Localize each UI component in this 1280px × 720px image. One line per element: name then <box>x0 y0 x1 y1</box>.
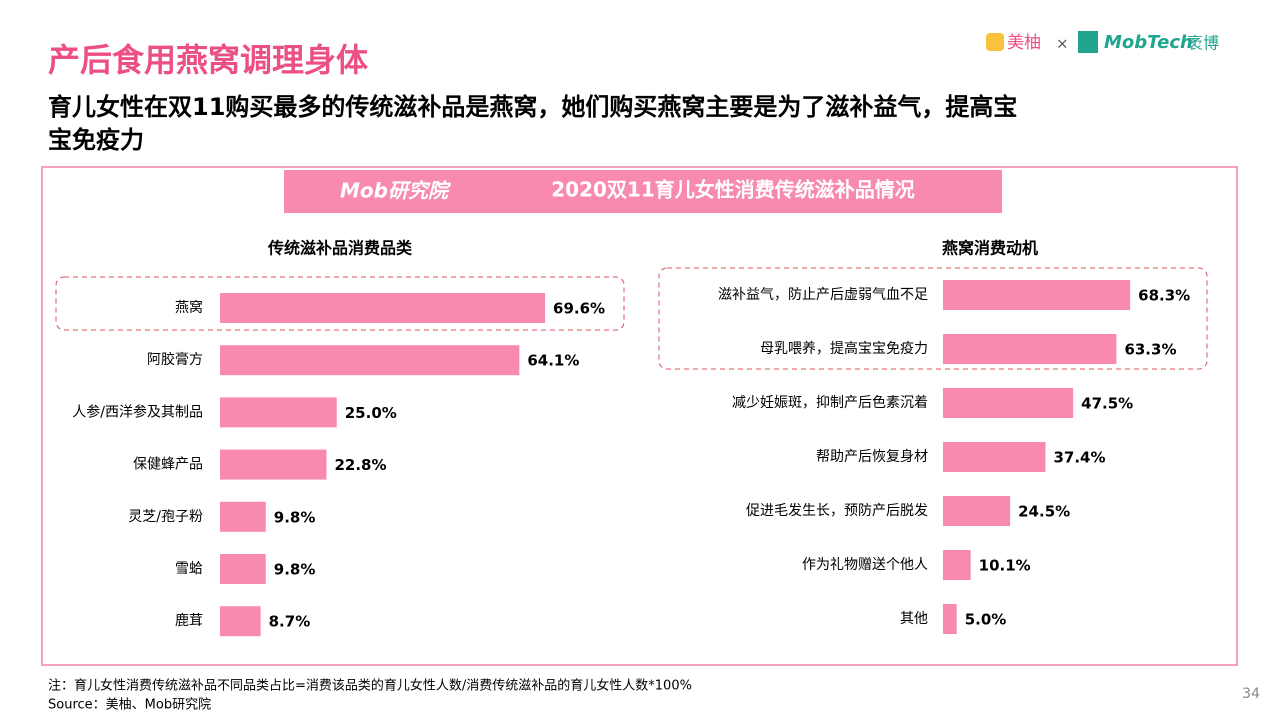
mobtech-icon <box>1078 31 1098 53</box>
bar <box>220 554 266 584</box>
mobtech-logo-cn: 袤博 <box>1187 34 1219 53</box>
highlight-box <box>658 267 1208 370</box>
bar <box>943 334 1117 364</box>
value-label: 37.4% <box>1053 449 1105 467</box>
value-label: 22.8% <box>334 456 386 474</box>
value-label: 69.6% <box>553 300 605 318</box>
category-label: 滋补益气，防止产后虚弱气血不足 <box>718 287 928 303</box>
bar <box>943 442 1046 472</box>
bar <box>220 606 261 637</box>
category-label: 母乳喂养，提高宝宝免疫力 <box>760 340 928 357</box>
bar <box>943 388 1074 418</box>
value-label: 64.1% <box>527 352 579 370</box>
value-label: 9.8% <box>274 508 316 526</box>
category-label: 帮助产后恢复身材 <box>816 448 928 465</box>
bar <box>943 604 957 634</box>
bar <box>220 501 266 532</box>
category-label: 保健蜂产品 <box>133 457 203 473</box>
footnote: 注：育儿女性消费传统滋补品不同品类占比=消费该品类的育儿女性人数/消费传统滋补品… <box>48 678 692 694</box>
bar <box>220 293 546 323</box>
source: Source：美柚、Mob研究院 <box>48 698 211 713</box>
subtitle: 育儿女性在双11购买最多的传统滋补品是燕窝，她们购买燕窝主要是为了滋补益气，提高… <box>48 93 1017 121</box>
subtitle: 宝免疫力 <box>48 126 144 154</box>
category-label: 灵芝/孢子粉 <box>128 509 203 525</box>
bar <box>943 496 1011 526</box>
category-label: 燕窝 <box>175 299 203 316</box>
chart-title: 传统滋补品消费品类 <box>267 239 413 258</box>
panel-logo: Mob研究院 <box>340 179 452 203</box>
panel-border <box>41 166 1238 666</box>
meiyou-icon <box>986 33 1004 51</box>
panel-banner <box>284 170 1002 213</box>
category-label: 其他 <box>900 611 928 627</box>
category-label: 作为礼物赠送个他人 <box>802 557 928 573</box>
category-label: 阿胶膏方 <box>147 351 203 368</box>
value-label: 10.1% <box>979 557 1031 575</box>
value-label: 24.5% <box>1018 503 1070 521</box>
category-label: 减少妊娠斑，抑制产后色素沉着 <box>732 394 928 411</box>
bar <box>943 280 1131 310</box>
value-label: 47.5% <box>1081 395 1133 413</box>
category-label: 雪蛤 <box>175 561 203 577</box>
page-number: 34 <box>1242 686 1260 702</box>
slide-title: 产后食用燕窝调理身体 <box>48 41 368 79</box>
bar <box>220 397 337 428</box>
mobtech-logo: MobTech <box>1104 32 1193 53</box>
value-label: 25.0% <box>345 404 397 422</box>
value-label: 68.3% <box>1138 287 1190 305</box>
bar <box>943 550 971 580</box>
bar <box>220 449 327 480</box>
bar <box>220 345 520 376</box>
category-label: 促进毛发生长，预防产后脱发 <box>746 503 928 519</box>
logo-times: × <box>1056 35 1069 53</box>
category-label: 鹿茸 <box>175 612 203 629</box>
meiyou-logo: 美柚 <box>1007 33 1041 53</box>
category-label: 人参/西洋参及其制品 <box>72 403 203 420</box>
value-label: 8.7% <box>269 613 311 631</box>
value-label: 63.3% <box>1124 341 1176 359</box>
panel-title: 2020双11育儿女性消费传统滋补品情况 <box>551 178 915 202</box>
chart-title: 燕窝消费动机 <box>942 239 1038 258</box>
value-label: 5.0% <box>965 611 1007 629</box>
value-label: 9.8% <box>274 561 316 579</box>
